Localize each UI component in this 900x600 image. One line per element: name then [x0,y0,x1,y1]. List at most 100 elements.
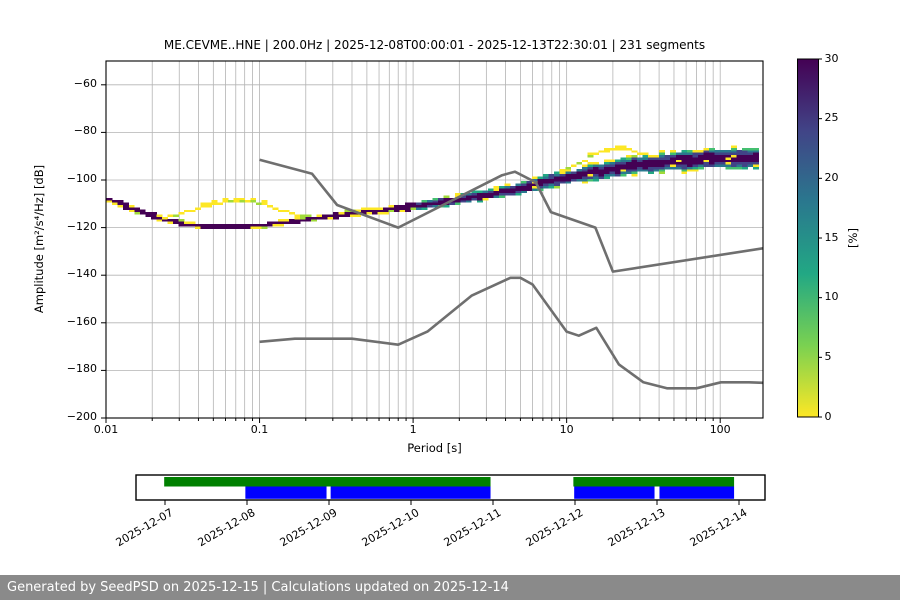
psd-cell [443,204,450,208]
psd-cell [476,200,483,203]
psd-cell [134,212,141,215]
psd-cell [592,162,599,165]
psd-cell [515,183,522,187]
psd-cell [587,178,594,182]
psd-cell [753,162,760,165]
psd-cell [128,209,135,213]
psd-cell [382,212,389,215]
axis-ticks [101,84,721,423]
psd-cell [664,159,671,163]
psd-cell [327,216,334,220]
psd-cell [659,164,666,167]
psd-cell [311,219,318,222]
psd-cell [653,159,660,163]
plot-frame [105,60,764,419]
colorbar-tick-label: 15 [824,230,839,244]
psd-cell [537,178,544,182]
psd-cell [753,159,760,163]
psd-cell [592,164,599,167]
psd-ridge-cell [603,150,610,153]
psd-ridge-cell [255,202,262,205]
psd-cell [598,166,605,170]
psd-cell [725,152,732,156]
psd-cell [421,202,428,206]
psd-cell [399,207,406,210]
psd-cell [349,214,356,217]
psd-cell [731,157,737,160]
psd-cell [686,164,693,167]
y-tick-label: −120 [66,219,97,233]
psd-cell [537,176,544,179]
psd-cell [548,178,555,182]
psd-cell [305,219,312,222]
psd-cell [697,150,704,153]
psd-ridge-cell [587,155,594,158]
psd-cell [543,176,550,179]
psd-cell [626,164,632,167]
psd-cell [592,166,599,170]
psd-cell [150,214,157,217]
psd-cell [725,154,732,158]
psd-ridge-cell [620,145,627,148]
psd-cell [603,164,610,167]
psd-cell [106,200,113,203]
psd-cell [454,200,461,203]
psd-cell [714,164,721,167]
psd-ridge-cell [266,204,273,208]
psd-cell [626,166,632,170]
psd-cell [620,162,627,165]
psd-cell [277,221,284,225]
psd-cell [708,159,715,163]
psd-cell [592,173,599,177]
y-axis-label: Amplitude [m²/s⁴/Hz] [dB] [32,164,46,314]
psd-cell [532,176,539,179]
psd-cell [222,223,229,227]
psd-cell [460,195,467,198]
psd-cell [161,216,168,220]
psd-cell [443,200,450,203]
psd-cell [128,207,135,210]
psd-cell [167,221,174,225]
psd-cell [742,164,748,167]
psd-cell [338,214,345,217]
psd-cell [725,159,732,163]
psd-cell [211,226,218,229]
psd-cell [454,202,461,206]
psd-cell [393,204,400,208]
psd-cell [659,166,666,170]
timeline-blue-segment [574,486,655,499]
colorbar-label: [%] [846,228,860,248]
psd-cell [305,216,312,220]
x-tick-label: 0.1 [250,423,269,436]
psd-cell [195,226,201,229]
psd-cell [510,185,516,189]
psd-cell [416,204,423,208]
psd-cell [626,162,632,165]
psd-cell [498,188,505,191]
psd-cell [703,152,710,156]
psd-cell [731,164,737,167]
psd-cell [565,178,572,182]
psd-cell [581,164,588,167]
psd-cell [521,190,527,194]
psd-cell [747,164,754,167]
psd-cell [427,204,434,208]
psd-cell [471,195,478,198]
psd-cell [659,171,666,175]
psd-cell [675,154,682,158]
psd-cell [565,176,572,179]
psd-cell [675,157,682,160]
psd-cell [620,173,627,177]
y-tick-label: −180 [66,362,97,376]
psd-cell [731,145,737,148]
psd-cell [681,159,688,163]
psd-cell [703,154,710,158]
psd-cell [681,164,688,167]
psd-cell [609,159,616,163]
psd-cell [465,193,472,196]
psd-cell [532,188,539,191]
psd-cell [128,204,135,208]
psd-cell [393,209,400,213]
psd-cell [603,166,610,170]
